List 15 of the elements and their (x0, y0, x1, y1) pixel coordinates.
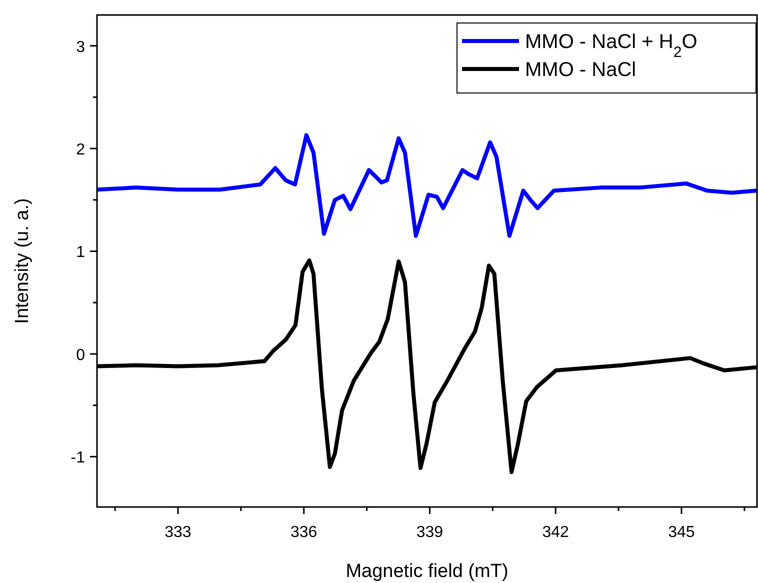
x-tick-label: 339 (416, 524, 444, 541)
x-tick-label: 333 (164, 524, 192, 541)
x-tick-label: 336 (290, 524, 318, 541)
y-tick-label: -1 (70, 450, 86, 467)
y-tick-label: 2 (76, 142, 86, 159)
legend-label: MMO - NaCl + H$_{2}$O (525, 31, 698, 60)
x-tick-label: 342 (542, 524, 570, 541)
line-series (97, 133, 757, 238)
legend-label: MMO - NaCl (525, 59, 636, 81)
x-axis-title: Magnetic field (mT) (346, 561, 508, 582)
y-tick-label: 3 (76, 38, 86, 56)
y-axis-title: Intensity (u. a.) (12, 198, 33, 324)
y-tick-label: 1 (76, 244, 86, 262)
y-tick-label: 0 (76, 346, 86, 364)
x-tick-label: 345 (668, 524, 695, 541)
